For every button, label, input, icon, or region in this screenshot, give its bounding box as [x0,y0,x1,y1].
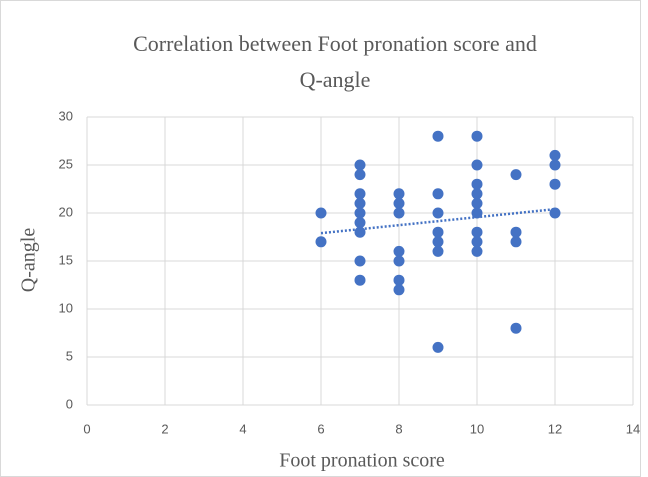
point [549,178,561,190]
point [354,197,366,209]
point [393,284,405,296]
y-tick-label: 25 [59,156,73,171]
point [471,226,483,238]
point [354,274,366,286]
x-tick-label: 4 [239,421,246,436]
y-tick-label: 15 [59,252,73,267]
x-tick-label: 12 [548,421,562,436]
point [432,245,444,257]
point [354,188,366,200]
point [549,149,561,161]
x-tick-label: 8 [395,421,402,436]
point [471,130,483,142]
point [393,188,405,200]
point [432,236,444,248]
point [354,255,366,267]
point [471,159,483,171]
y-tick-label: 0 [66,396,73,411]
point [354,159,366,171]
point [471,207,483,219]
y-tick-label: 20 [59,204,73,219]
point [549,159,561,171]
point [510,236,522,248]
point [354,169,366,181]
point [393,245,405,257]
point [354,207,366,219]
trendline [320,207,556,235]
point [315,207,327,219]
point [393,207,405,219]
point [432,341,444,353]
point [432,207,444,219]
point [471,197,483,209]
point [393,255,405,267]
point [432,130,444,142]
point [393,274,405,286]
y-tick-label: 10 [59,300,73,315]
point [354,217,366,229]
chart-title: Q-angle [300,67,371,92]
x-tick-label: 14 [626,421,640,436]
point [510,226,522,238]
point [471,245,483,257]
point [354,226,366,238]
x-axis-label: Foot pronation score [279,450,445,472]
chart-title: Correlation between Foot pronation score… [133,31,537,56]
y-axis-label: Q-angle [18,228,40,293]
point [432,226,444,238]
y-tick-label: 5 [66,348,73,363]
point [510,322,522,334]
point [510,169,522,181]
x-tick-label: 6 [317,421,324,436]
point [549,207,561,219]
point [432,188,444,200]
point [471,236,483,248]
point [471,178,483,190]
x-tick-label: 10 [470,421,484,436]
y-tick-label: 30 [59,108,73,123]
point [393,197,405,209]
point [315,236,327,248]
x-tick-label: 2 [161,421,168,436]
x-tick-label: 0 [83,421,90,436]
point [471,188,483,200]
